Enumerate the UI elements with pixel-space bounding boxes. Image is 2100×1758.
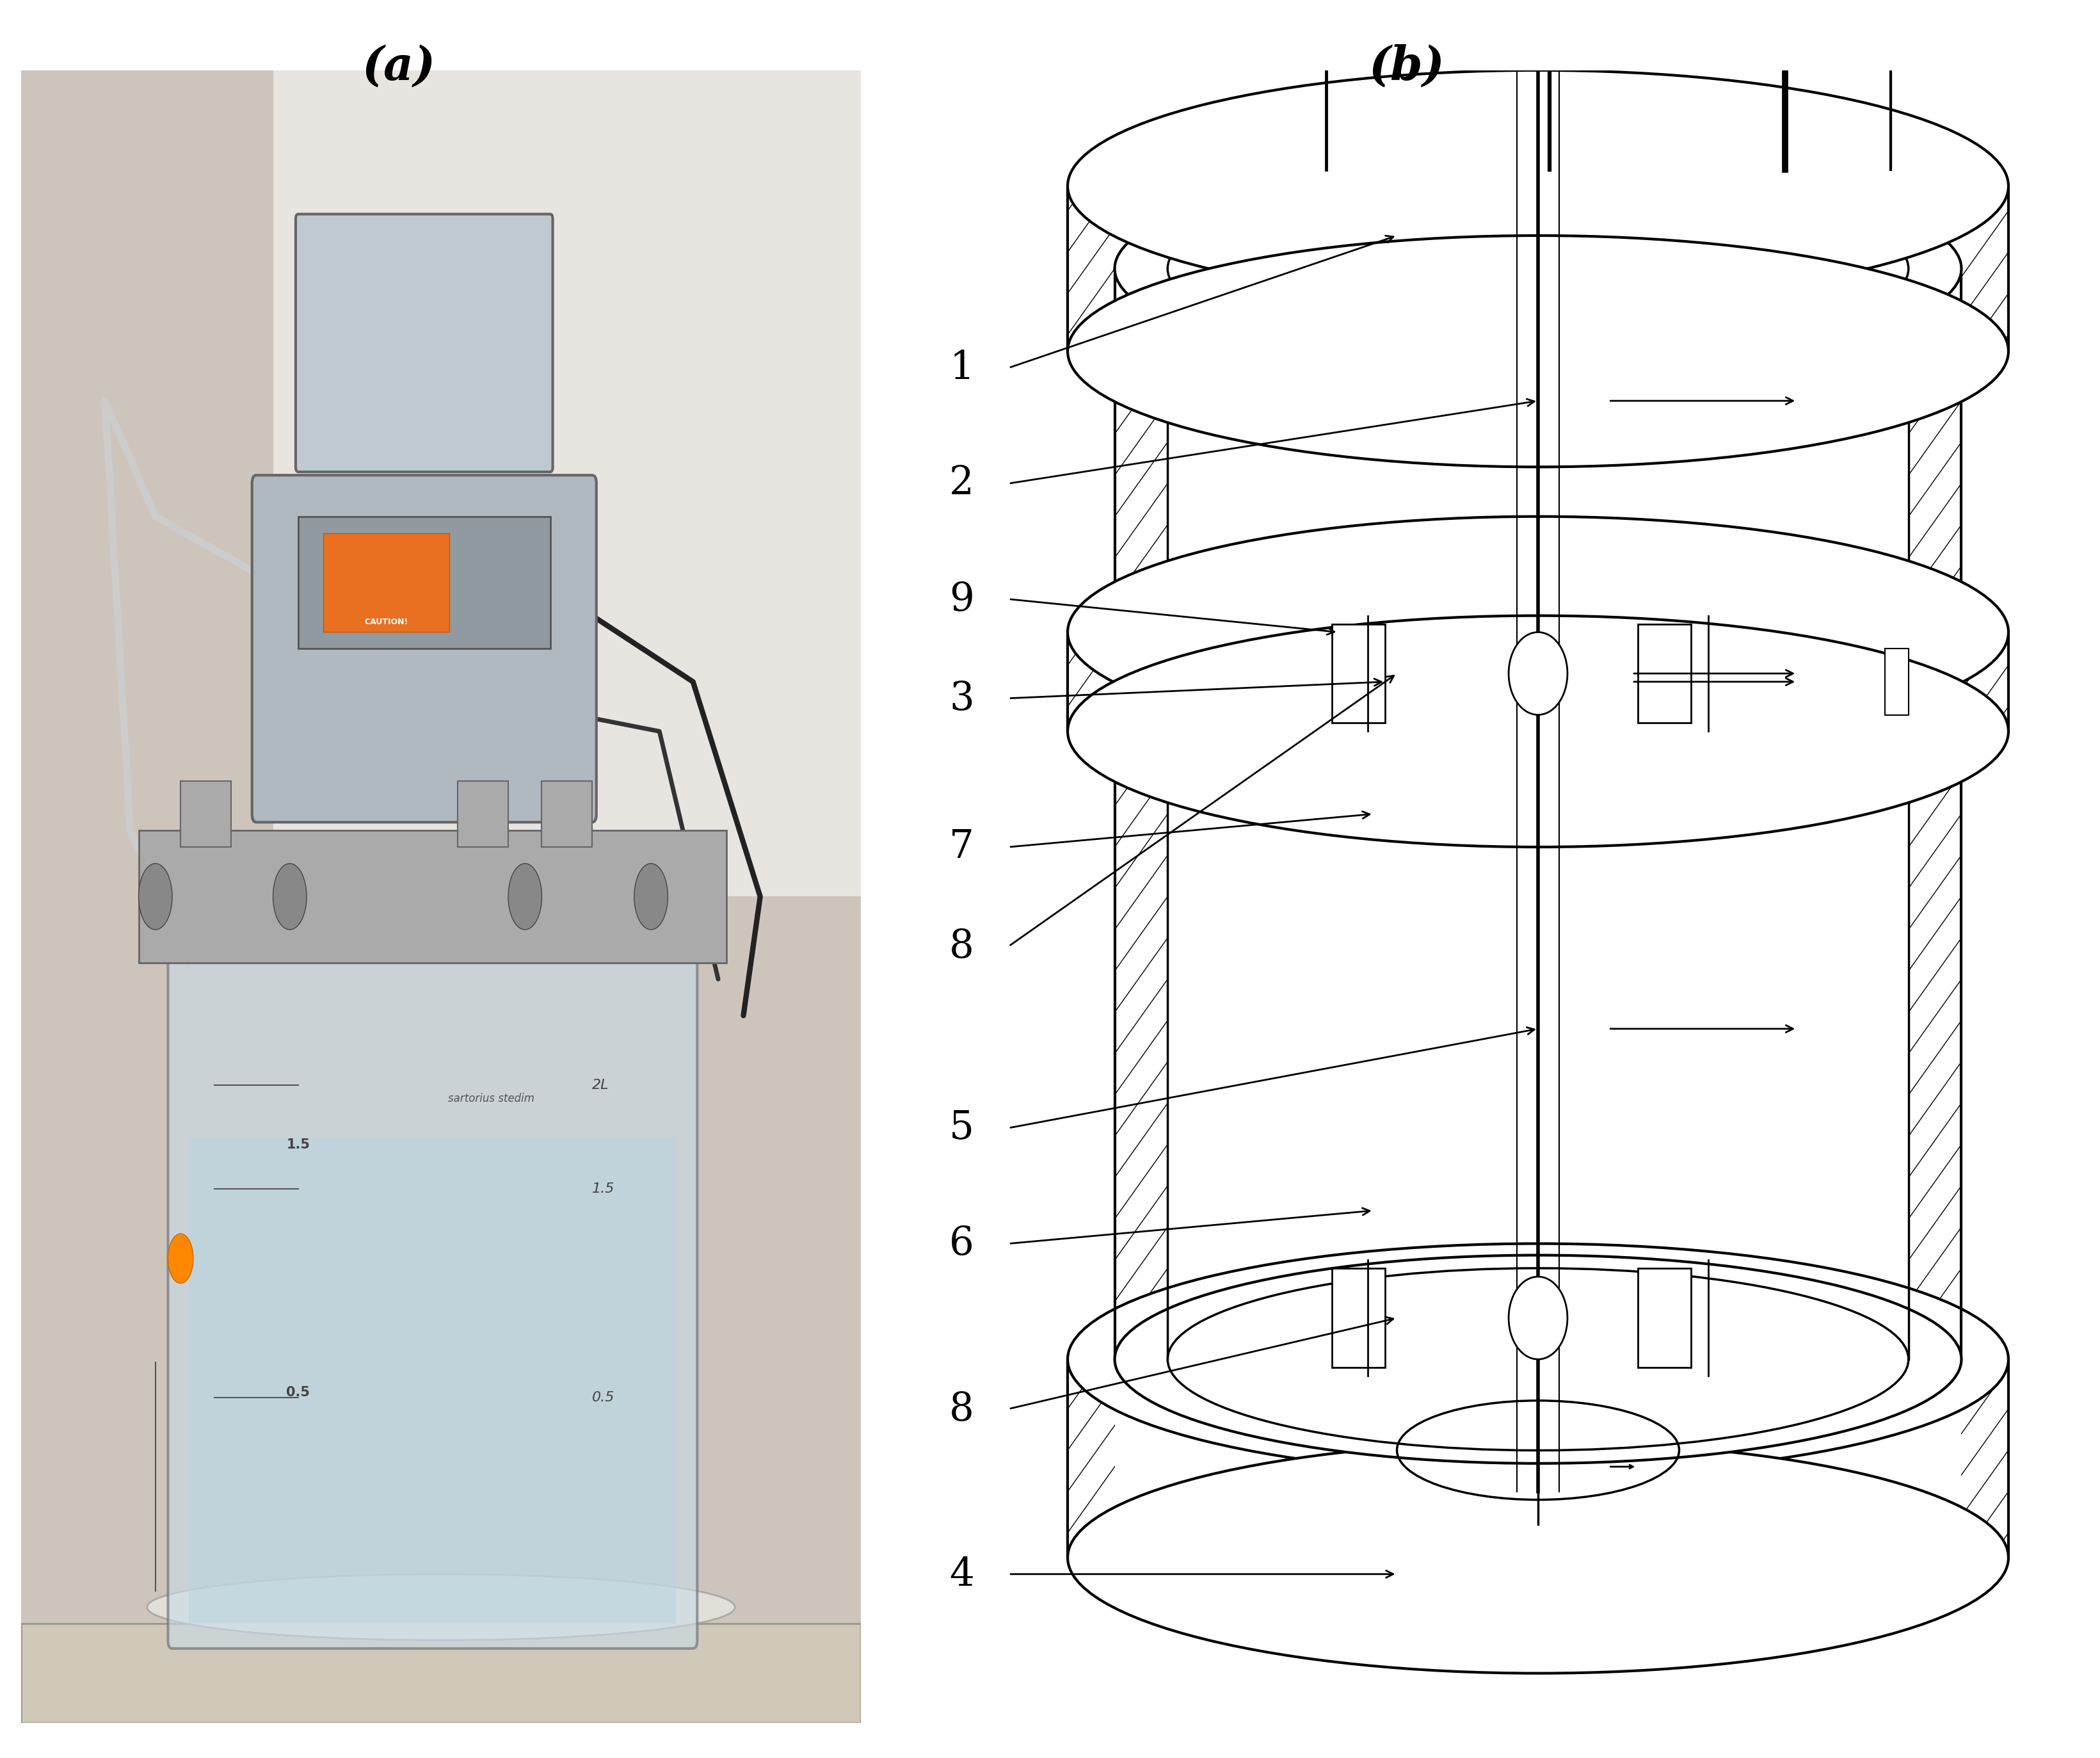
Text: 4: 4: [949, 1554, 974, 1593]
Circle shape: [1508, 1276, 1567, 1359]
Bar: [542, 781, 592, 847]
Text: 1.5: 1.5: [592, 1183, 615, 1195]
Bar: [181, 781, 231, 847]
Circle shape: [1508, 633, 1567, 716]
Ellipse shape: [1067, 70, 2008, 302]
Ellipse shape: [1115, 1255, 1961, 1463]
Text: 1: 1: [949, 348, 974, 387]
Circle shape: [634, 863, 668, 930]
Bar: [139, 830, 727, 963]
Bar: [458, 781, 508, 847]
Ellipse shape: [1115, 165, 1961, 373]
Bar: [1638, 1269, 1691, 1368]
Text: 6: 6: [949, 1224, 974, 1262]
Text: 8: 8: [949, 1389, 974, 1427]
FancyBboxPatch shape: [168, 939, 697, 1649]
Polygon shape: [21, 70, 861, 1723]
Text: 2L: 2L: [290, 941, 307, 953]
Bar: [323, 533, 449, 633]
Circle shape: [139, 863, 172, 930]
FancyBboxPatch shape: [252, 475, 596, 823]
Text: 2L: 2L: [592, 1079, 609, 1092]
Text: 3: 3: [949, 679, 974, 717]
Bar: [1331, 624, 1386, 723]
Bar: [1886, 649, 1909, 716]
Circle shape: [508, 863, 542, 930]
Ellipse shape: [1168, 178, 1909, 360]
Ellipse shape: [147, 1573, 735, 1640]
Text: 0.5: 0.5: [286, 1385, 311, 1399]
Ellipse shape: [1067, 1243, 2008, 1475]
Bar: [298, 517, 550, 649]
Circle shape: [168, 1234, 193, 1283]
Ellipse shape: [1067, 517, 2008, 747]
Text: 1.5: 1.5: [286, 1137, 311, 1151]
Text: CAUTION!: CAUTION!: [365, 619, 407, 626]
Bar: [21, 1624, 861, 1723]
Bar: [1638, 624, 1691, 723]
Text: sartorius stedim: sartorius stedim: [447, 1093, 536, 1104]
Text: 5: 5: [949, 1109, 974, 1148]
Text: 8: 8: [949, 926, 974, 965]
Ellipse shape: [1067, 615, 2008, 847]
Text: (a): (a): [361, 44, 437, 90]
Bar: [1331, 1269, 1386, 1368]
Circle shape: [273, 863, 307, 930]
Bar: [189, 1137, 676, 1624]
Text: 7: 7: [949, 828, 974, 867]
Ellipse shape: [1168, 1268, 1909, 1450]
Polygon shape: [273, 70, 861, 897]
Ellipse shape: [1067, 1442, 2008, 1674]
Polygon shape: [21, 70, 861, 1723]
Text: 2: 2: [949, 464, 974, 503]
Text: (b): (b): [1369, 44, 1445, 90]
Text: 9: 9: [949, 580, 974, 619]
FancyBboxPatch shape: [296, 214, 552, 471]
Ellipse shape: [1067, 236, 2008, 468]
Text: 0.5: 0.5: [592, 1391, 615, 1403]
